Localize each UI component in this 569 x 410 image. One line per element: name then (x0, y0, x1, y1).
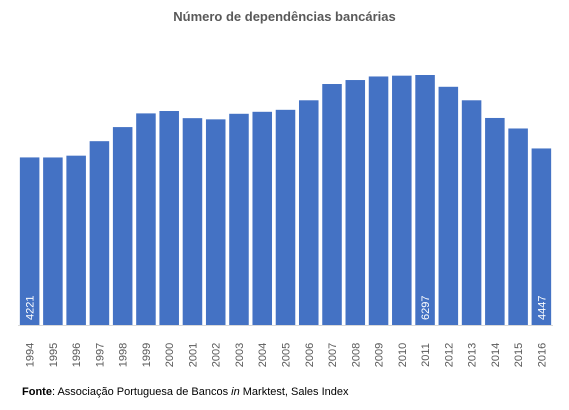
bar-2009 (368, 76, 389, 325)
bar-1996 (66, 155, 86, 325)
bar-2004 (252, 111, 273, 325)
bar-2012 (438, 86, 459, 325)
x-tick-label-2015: 2015 (513, 343, 525, 367)
x-tick-label-2003: 2003 (234, 343, 246, 367)
bar-1999 (136, 113, 156, 325)
bar-2011 (415, 75, 435, 325)
bar-1994 (19, 157, 40, 325)
x-tick-label-2012: 2012 (443, 343, 455, 367)
bar-1995 (43, 157, 63, 325)
source-note: Fonte: Associação Portuguesa de Bancos i… (22, 386, 349, 398)
x-tick-label-1999: 1999 (141, 343, 153, 367)
chart-title: Número de dependências bancárias (173, 9, 396, 24)
bar-2000 (159, 111, 179, 325)
data-labels: 4221 6297 4447 (25, 296, 549, 320)
x-tick-label-1998: 1998 (118, 343, 130, 367)
data-label-1994: 4221 (25, 296, 37, 320)
bar-2006 (298, 100, 319, 325)
bar-2010 (392, 75, 412, 325)
bar-2016 (531, 148, 552, 325)
bar-2015 (508, 128, 528, 325)
x-tick-label-2008: 2008 (350, 343, 362, 367)
x-tick-label-2016: 2016 (536, 343, 548, 367)
bar-1997 (89, 141, 110, 325)
bar-1998 (112, 127, 133, 325)
x-tick-label-2011: 2011 (420, 343, 432, 367)
bar-2014 (485, 117, 505, 326)
x-tick-labels: 1994 1995 1996 1997 1998 1999 2000 2001 2002 2003… (25, 343, 549, 367)
x-tick-label-2001: 2001 (187, 343, 199, 367)
data-label-2011: 6297 (420, 296, 432, 320)
x-tick-label-2006: 2006 (304, 343, 316, 367)
bar-2002 (205, 119, 226, 325)
bar-2005 (275, 109, 296, 325)
source-label: Fonte (22, 386, 52, 398)
bar-2008 (345, 80, 366, 325)
x-tick-label-2013: 2013 (467, 343, 479, 367)
bars-group (19, 75, 552, 326)
x-tick-label-1995: 1995 (48, 343, 60, 367)
bar-2001 (182, 118, 203, 325)
x-tick-label-2009: 2009 (374, 343, 386, 367)
bar-2003 (229, 113, 249, 325)
x-tick-label-2002: 2002 (211, 343, 223, 367)
x-tick-label-2000: 2000 (164, 343, 176, 367)
x-tick-label-2007: 2007 (327, 343, 339, 367)
x-tick-label-2014: 2014 (490, 343, 502, 367)
source-text-start: : Associação Portuguesa de Bancos (51, 386, 232, 398)
bar-2013 (461, 100, 482, 325)
x-tick-label-1997: 1997 (94, 343, 106, 367)
x-tick-label-2004: 2004 (257, 343, 269, 367)
bar-2007 (322, 84, 342, 325)
x-tick-label-2010: 2010 (397, 343, 409, 367)
x-tick-label-1994: 1994 (25, 343, 37, 367)
source-text-end: Marktest, Sales Index (239, 386, 349, 398)
data-label-2016: 4447 (536, 296, 548, 320)
x-tick-label-2005: 2005 (281, 343, 293, 367)
x-tick-label-1996: 1996 (71, 343, 83, 367)
bar-chart: 1994 1995 1996 1997 1998 1999 2000 2001 2002 2003… (18, 75, 553, 367)
source-text-italic: in (231, 386, 240, 398)
